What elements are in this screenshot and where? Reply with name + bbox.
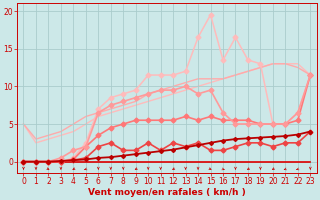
X-axis label: Vent moyen/en rafales ( km/h ): Vent moyen/en rafales ( km/h ) — [88, 188, 246, 197]
